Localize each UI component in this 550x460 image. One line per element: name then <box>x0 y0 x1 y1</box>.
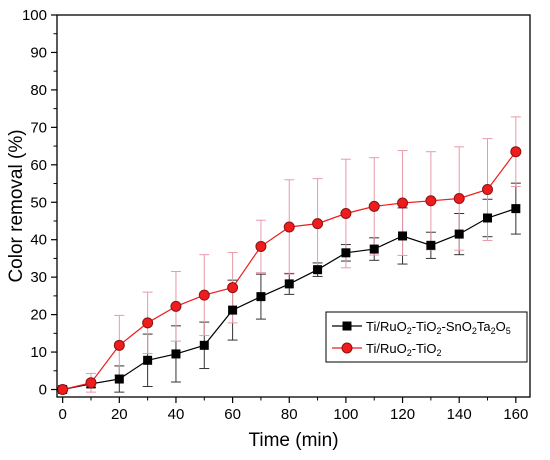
y-tick-label: 30 <box>30 269 47 286</box>
y-tick-label: 90 <box>30 44 47 61</box>
data-point-square <box>511 204 521 214</box>
plot-frame <box>56 14 531 398</box>
data-point-square <box>483 213 493 223</box>
data-point-square <box>256 292 266 302</box>
x-tick-label: 40 <box>168 406 185 423</box>
data-point-circle <box>142 317 154 329</box>
x-tick-label: 80 <box>281 406 298 423</box>
data-point-square <box>454 229 464 239</box>
axis-ticks: 0 20 40 60 80 100 120 140 160 0 10 20 30 40 50 60 70 80 90… <box>22 7 528 423</box>
data-point-circle <box>170 300 182 312</box>
data-point-circle <box>227 282 239 294</box>
data-point-square <box>398 231 408 241</box>
data-point-square <box>143 355 153 365</box>
data-point-circle <box>482 184 494 196</box>
x-tick-label: 60 <box>224 406 241 423</box>
x-axis-title: Time (min) <box>248 430 338 451</box>
legend-marker-circle <box>341 342 353 354</box>
data-point-circle <box>85 377 97 389</box>
data-point-circle <box>312 218 324 230</box>
data-point-square <box>228 305 238 315</box>
data-markers <box>57 146 522 396</box>
x-tick-label: 20 <box>111 406 128 423</box>
y-axis-title: Color removal (%) <box>6 129 27 282</box>
legend-label: Ti/RuO2-TiO2 <box>366 341 442 358</box>
legend-box <box>325 311 528 363</box>
data-point-circle <box>397 197 409 209</box>
y-tick-label: 50 <box>30 194 47 211</box>
data-point-square <box>341 248 351 258</box>
data-point-square <box>114 374 124 384</box>
data-point-circle <box>113 339 125 351</box>
data-point-circle <box>283 221 295 233</box>
data-point-circle <box>453 193 465 205</box>
data-point-circle <box>340 207 352 219</box>
data-point-circle <box>57 384 69 396</box>
data-point-square <box>199 340 209 350</box>
y-tick-label: 80 <box>30 82 47 99</box>
y-tick-label: 40 <box>30 232 47 249</box>
data-point-square <box>171 349 181 359</box>
data-point-circle <box>368 200 380 212</box>
x-tick-label: 140 <box>447 406 472 423</box>
data-point-circle <box>510 146 522 158</box>
y-tick-label: 70 <box>30 119 47 136</box>
data-point-circle <box>425 195 437 207</box>
x-tick-label: 160 <box>503 406 528 423</box>
y-tick-label: 100 <box>22 7 47 24</box>
y-tick-label: 20 <box>30 307 47 324</box>
y-tick-label: 60 <box>30 157 47 174</box>
data-point-circle <box>255 240 267 252</box>
data-point-square <box>369 244 379 254</box>
y-tick-label: 10 <box>30 344 47 361</box>
legend-marker-square <box>342 321 352 331</box>
x-tick-label: 100 <box>333 406 358 423</box>
legend-label: Ti/RuO2-TiO2-SnO2Ta2O5 <box>366 319 511 336</box>
x-tick-label: 120 <box>390 406 415 423</box>
data-point-circle <box>198 289 210 301</box>
data-point-square <box>426 240 436 250</box>
data-point-square <box>313 265 323 275</box>
data-point-square <box>284 279 294 289</box>
legend: Ti/RuO2-TiO2-SnO2Ta2O5 Ti/RuO2-TiO2 <box>325 311 528 363</box>
y-tick-label: 0 <box>39 382 47 399</box>
x-tick-label: 0 <box>58 406 66 423</box>
